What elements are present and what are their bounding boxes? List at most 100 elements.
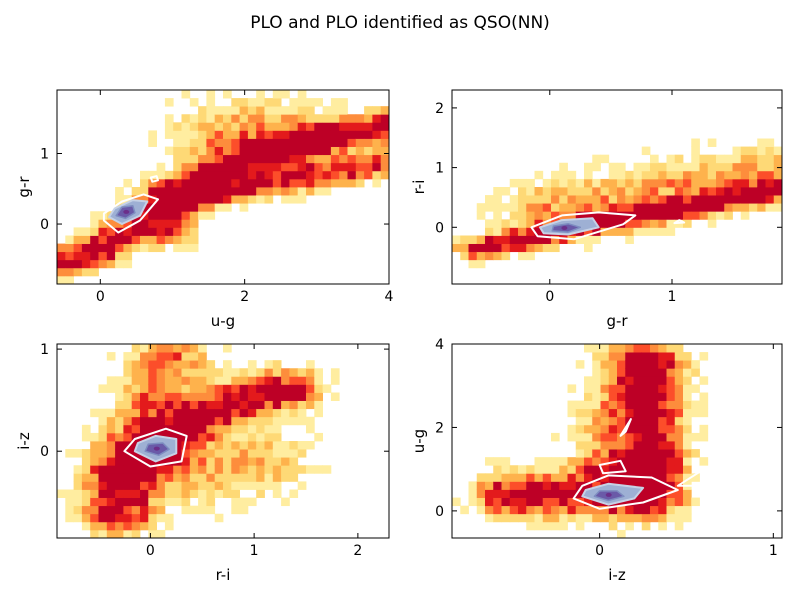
heatmap-cell (493, 235, 502, 244)
heatmap-cell (691, 400, 700, 410)
heatmap-cell (156, 473, 166, 482)
heatmap-cell (214, 457, 224, 466)
heatmap-cell (173, 162, 182, 172)
heatmap-cell (575, 432, 585, 442)
heatmap-cell (181, 441, 191, 450)
heatmap-cell (115, 251, 124, 261)
heatmap-cell (339, 106, 348, 115)
heatmap-cell (691, 473, 700, 482)
heatmap-cell (140, 235, 149, 244)
contour-peak (605, 492, 612, 497)
heatmap-cell (567, 203, 577, 212)
heatmap-cell (123, 481, 133, 490)
heatmap-cell (239, 154, 249, 164)
heatmap-cell (617, 449, 626, 458)
heatmap-cell (592, 162, 601, 172)
heatmap-cell (164, 497, 174, 507)
heatmap-cell (140, 344, 149, 353)
heatmap-cell (625, 227, 634, 236)
heatmap-cell (534, 489, 544, 498)
heatmap-cell (650, 384, 659, 393)
heatmap-cell (214, 122, 224, 131)
heatmap-cell (518, 497, 527, 507)
heatmap-cell (98, 251, 108, 261)
heatmap-cell (90, 408, 99, 418)
heatmap-cell (164, 481, 174, 490)
heatmap-cell (518, 227, 527, 236)
heatmap-cell (617, 408, 626, 418)
heatmap-cell (306, 384, 315, 393)
heatmap-cell (625, 178, 634, 188)
heatmap-cell (380, 154, 389, 164)
heatmap-cell (90, 211, 99, 220)
heatmap-cell (699, 170, 709, 180)
heatmap-cell (633, 368, 643, 377)
heatmap-cell (707, 195, 717, 204)
heatmap-cell (57, 243, 66, 253)
heatmap-cell (683, 465, 692, 474)
heatmap-cell (380, 106, 389, 115)
heatmap-cell (289, 441, 299, 450)
heatmap-cell (641, 432, 651, 442)
heatmap-cell (633, 432, 643, 442)
heatmap-cell (600, 449, 610, 458)
heatmap-cell (641, 227, 651, 236)
heatmap-cell (314, 130, 323, 139)
heatmap-cell (239, 138, 249, 147)
heatmap-cell (592, 513, 601, 523)
heatmap-cell (181, 352, 191, 361)
heatmap-cell (650, 211, 659, 220)
heatmap-cell (658, 178, 667, 188)
heatmap-cell (131, 400, 141, 410)
heatmap-cells (452, 344, 709, 538)
heatmap-cell (247, 122, 257, 131)
heatmap-cell (674, 408, 684, 418)
heatmap-cell (485, 489, 494, 498)
heatmap-cell (189, 122, 199, 131)
heatmap-cell (716, 178, 725, 188)
heatmap-cell (173, 211, 182, 220)
heatmap-cell (57, 275, 66, 284)
heatmap-cell (509, 473, 519, 482)
heatmap-cell (633, 505, 643, 515)
heatmap-cell (156, 211, 166, 220)
heatmap-cell (306, 154, 315, 164)
heatmap-cell (223, 473, 232, 482)
heatmap-cell (264, 138, 274, 147)
heatmap-cell (90, 243, 99, 253)
heatmap-cell (617, 219, 626, 228)
heatmap-cell (189, 408, 199, 418)
heatmap-cell (364, 114, 373, 123)
heatmap-cell (364, 106, 373, 115)
y-axis-label: g-r (15, 176, 33, 198)
heatmap-cell (131, 521, 141, 531)
y-axis-label: r-i (410, 180, 428, 195)
heatmap-cell (189, 432, 199, 442)
heatmap-cell (289, 384, 299, 393)
heatmap-cell (73, 251, 83, 261)
heatmap-cell (347, 178, 357, 188)
heatmap-cell (264, 195, 274, 204)
contour-peak (153, 446, 160, 451)
heatmap-cell (281, 90, 290, 99)
heatmap-cell (106, 489, 116, 498)
heatmap-cell (223, 154, 232, 164)
heatmap-cell (164, 416, 174, 426)
heatmap-cell (542, 489, 552, 498)
heatmap-cell (264, 122, 274, 131)
heatmap-cell (198, 392, 207, 401)
qso-contours (530, 211, 686, 241)
heatmap-cell (264, 376, 274, 385)
heatmap-cell (691, 384, 700, 393)
heatmap-cell (181, 195, 191, 204)
heatmap-cell (123, 259, 133, 269)
heatmap-cell (501, 243, 511, 253)
heatmap-cell (617, 513, 626, 523)
heatmap-cell (608, 195, 618, 204)
heatmap-cell (173, 441, 182, 450)
heatmap-cell (140, 497, 149, 507)
heatmap-cell (526, 497, 535, 507)
heatmap-cell (289, 489, 299, 498)
heatmap-cell (148, 219, 157, 228)
heatmap-cell (765, 146, 775, 156)
